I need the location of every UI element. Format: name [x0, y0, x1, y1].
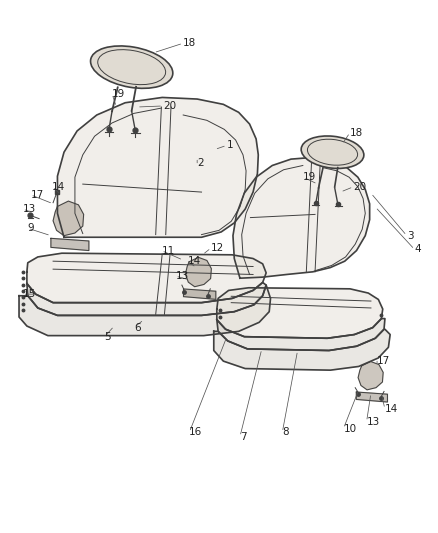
- Text: 3: 3: [407, 231, 413, 241]
- Text: 19: 19: [303, 172, 317, 182]
- Text: 4: 4: [415, 245, 421, 254]
- Polygon shape: [217, 319, 385, 351]
- Polygon shape: [27, 253, 266, 303]
- Polygon shape: [51, 238, 89, 251]
- Text: 19: 19: [112, 88, 125, 99]
- Ellipse shape: [91, 46, 173, 88]
- Polygon shape: [358, 361, 383, 390]
- Polygon shape: [53, 201, 84, 236]
- Text: 8: 8: [283, 427, 289, 438]
- Polygon shape: [27, 282, 266, 316]
- Polygon shape: [214, 329, 390, 370]
- Text: 13: 13: [367, 417, 380, 427]
- Text: 16: 16: [189, 427, 202, 438]
- Text: 6: 6: [134, 322, 141, 333]
- Text: 9: 9: [28, 223, 35, 233]
- Polygon shape: [357, 392, 388, 402]
- Polygon shape: [19, 285, 271, 336]
- Text: 17: 17: [377, 356, 390, 366]
- Text: 11: 11: [161, 246, 175, 255]
- Text: 20: 20: [353, 182, 367, 192]
- Polygon shape: [57, 98, 258, 237]
- Text: 13: 13: [175, 271, 189, 281]
- Text: 2: 2: [197, 158, 204, 168]
- Polygon shape: [184, 289, 216, 300]
- Text: 13: 13: [22, 204, 36, 214]
- Ellipse shape: [301, 136, 364, 168]
- Text: 20: 20: [163, 101, 176, 111]
- Text: 15: 15: [22, 289, 36, 299]
- Text: 7: 7: [240, 432, 247, 442]
- Text: 1: 1: [227, 140, 233, 150]
- Polygon shape: [185, 257, 212, 287]
- Text: 10: 10: [343, 424, 357, 434]
- Text: 14: 14: [187, 256, 201, 266]
- Polygon shape: [233, 158, 370, 278]
- Text: 18: 18: [350, 127, 363, 138]
- Text: 5: 5: [105, 332, 111, 342]
- Text: 18: 18: [183, 38, 197, 48]
- Text: 12: 12: [211, 243, 224, 253]
- Text: 14: 14: [385, 404, 398, 414]
- Polygon shape: [217, 288, 383, 338]
- Text: 17: 17: [30, 190, 44, 200]
- Text: 14: 14: [52, 182, 65, 192]
